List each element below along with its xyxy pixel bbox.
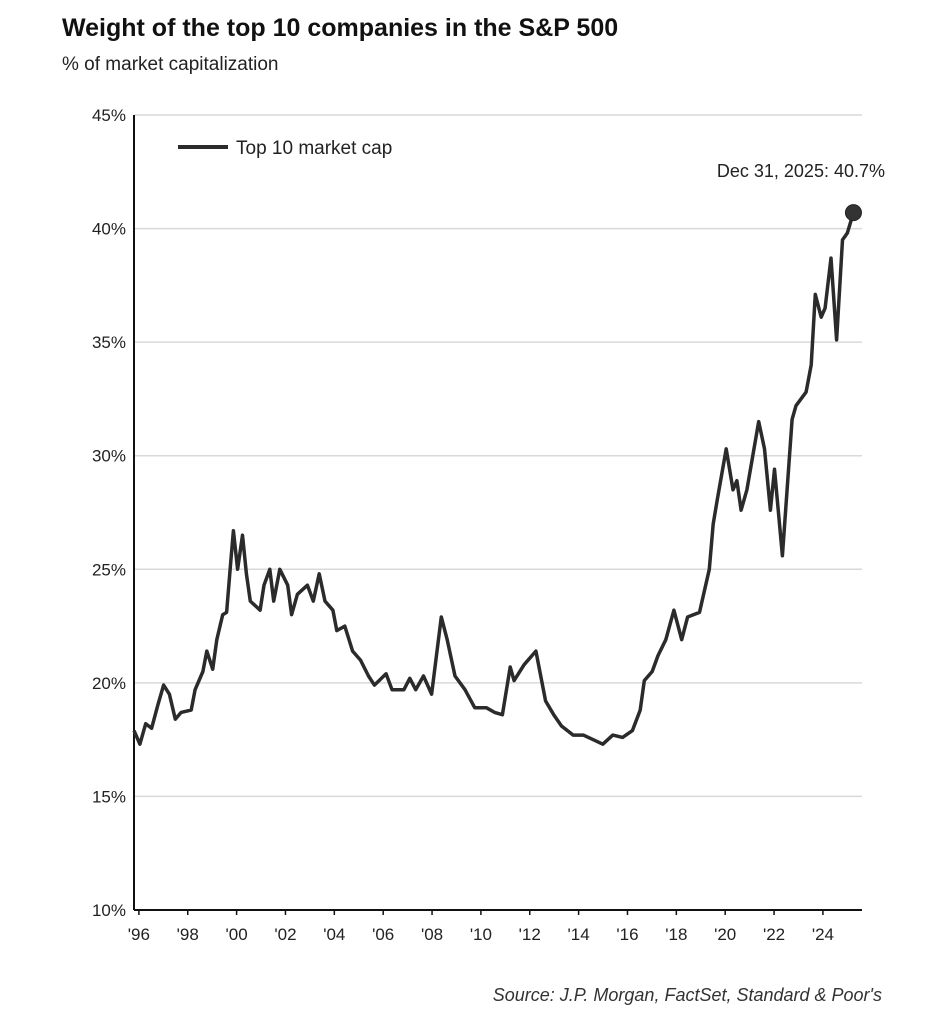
source-note: Source: J.P. Morgan, FactSet, Standard &… [492,985,882,1005]
x-tick-label: '16 [616,925,638,944]
end-point-marker [844,204,862,222]
y-axis-ticks: 10% 15% 20% 25% 30% 35% 40% 45% [92,106,126,920]
y-tick-label: 15% [92,787,126,806]
y-tick-label: 40% [92,220,126,239]
x-tick-label: '06 [372,925,394,944]
x-tick-label: '24 [812,925,834,944]
x-tick-label: '20 [714,925,736,944]
x-tick-label: '18 [665,925,687,944]
gridlines [134,114,862,798]
y-tick-label: 25% [92,560,126,579]
series-line-top-10-market-cap [132,212,856,746]
series-group [132,204,862,746]
y-tick-label: 30% [92,447,126,466]
y-tick-label: 10% [92,901,126,920]
x-tick-label: '10 [470,925,492,944]
chart-subtitle: % of market capitalization [62,54,279,75]
y-tick-label: 35% [92,333,126,352]
x-tick-label: '22 [763,925,785,944]
x-axis-ticks: '96 '98 '00 '02 '04 '06 '08 '10 '12 '14 '16 '18 '20 '… [128,910,834,944]
end-annotation: Dec 31, 2025: 40.7% [717,161,885,181]
x-tick-label: '98 [177,925,199,944]
x-tick-label: '04 [323,925,345,944]
x-tick-label: '14 [568,925,590,944]
legend-label: Top 10 market cap [236,138,392,159]
x-tick-label: '12 [519,925,541,944]
x-tick-label: '02 [274,925,296,944]
y-tick-label: 45% [92,106,126,125]
chart-title: Weight of the top 10 companies in the S&… [62,14,619,42]
y-tick-label: 20% [92,674,126,693]
x-tick-label: '08 [421,925,443,944]
x-tick-label: '00 [226,925,248,944]
x-tick-label: '96 [128,925,150,944]
legend: Top 10 market cap [178,138,392,159]
